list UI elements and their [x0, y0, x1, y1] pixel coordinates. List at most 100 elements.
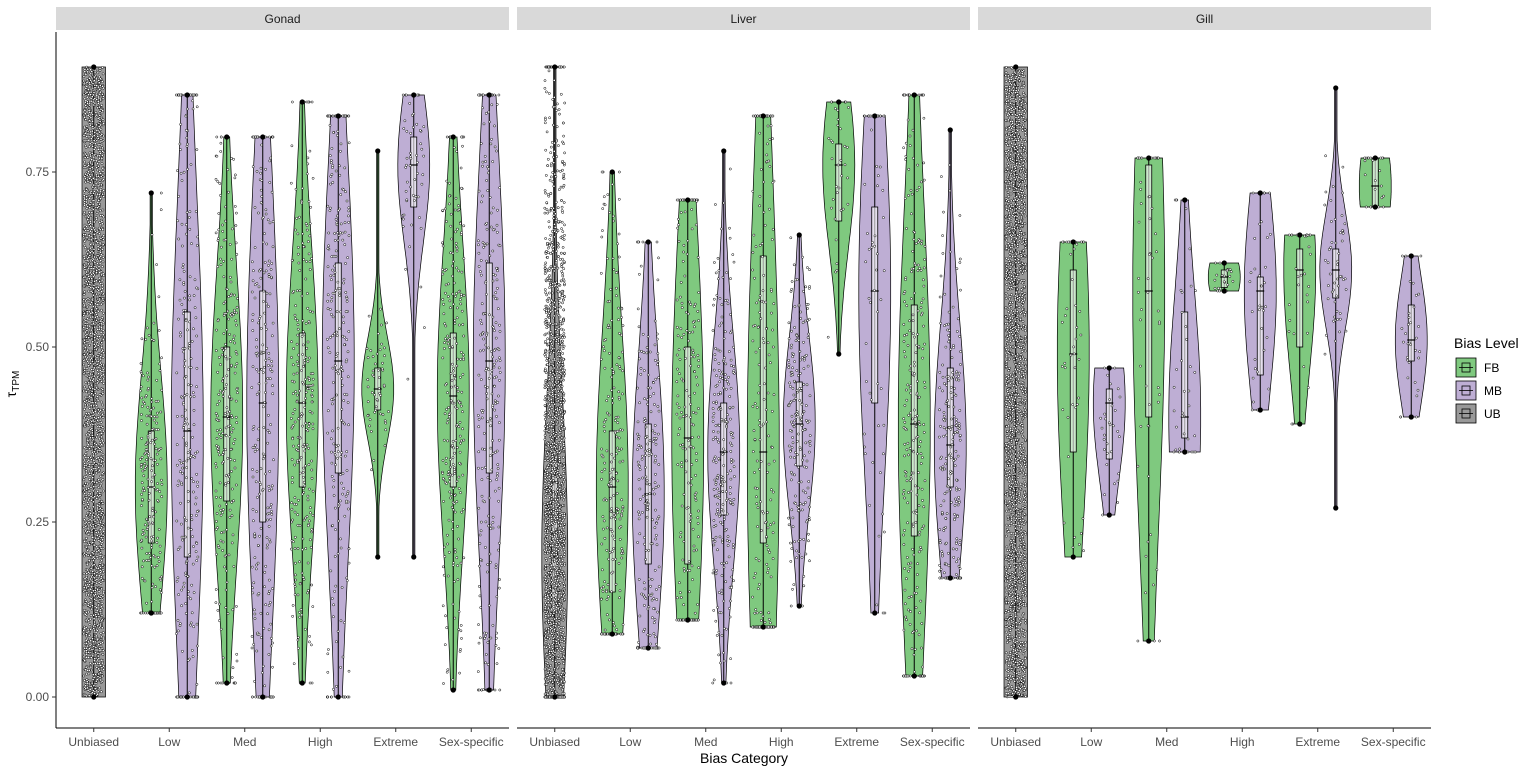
data-point	[94, 611, 98, 614]
data-point	[250, 695, 254, 699]
data-point	[292, 662, 296, 666]
data-point	[224, 386, 228, 390]
data-point	[86, 549, 90, 552]
data-point	[194, 451, 197, 455]
data-point	[462, 293, 466, 297]
data-point	[86, 387, 90, 391]
data-point	[495, 266, 498, 270]
data-point	[95, 375, 99, 379]
data-point	[182, 350, 185, 354]
data-point	[230, 363, 233, 367]
data-point	[422, 125, 426, 129]
data-point	[219, 257, 222, 261]
data-point	[272, 458, 275, 462]
data-point	[94, 182, 98, 186]
data-point	[454, 405, 457, 409]
data-point	[176, 695, 179, 699]
data-point	[185, 444, 188, 447]
data-point	[487, 346, 490, 350]
data-point	[462, 224, 466, 228]
data-point	[87, 135, 91, 139]
data-point	[304, 277, 308, 281]
data-point	[83, 613, 87, 616]
data-point	[100, 132, 104, 136]
data-point	[233, 437, 237, 441]
data-point	[92, 153, 96, 157]
data-point	[96, 546, 100, 550]
data-point	[251, 313, 255, 316]
data-point	[259, 526, 263, 530]
data-point	[224, 448, 227, 452]
data-point	[250, 635, 254, 638]
data-point	[90, 390, 94, 393]
data-point	[461, 508, 465, 511]
data-point	[337, 234, 341, 237]
data-point	[311, 372, 315, 375]
data-point	[186, 457, 190, 461]
data-point	[444, 614, 447, 618]
data-point	[337, 519, 340, 523]
data-point	[332, 687, 335, 691]
data-point	[297, 417, 300, 421]
data-point	[143, 489, 146, 492]
data-point	[225, 288, 229, 291]
data-point	[89, 189, 93, 193]
data-point	[99, 678, 103, 682]
data-point	[461, 144, 464, 148]
data-point	[345, 296, 349, 300]
data-point	[82, 497, 86, 501]
data-point	[345, 576, 349, 580]
data-point	[343, 392, 347, 396]
data-point	[420, 182, 424, 186]
data-point	[267, 275, 271, 279]
data-point	[90, 607, 94, 611]
data-point	[140, 493, 143, 496]
data-point	[488, 196, 492, 199]
data-point	[498, 541, 501, 545]
data-point	[485, 259, 488, 263]
data-point	[480, 494, 484, 498]
data-point	[216, 526, 219, 530]
data-point	[82, 361, 86, 365]
data-point	[443, 643, 447, 647]
data-point	[298, 471, 302, 475]
data-point	[91, 541, 95, 544]
data-point	[457, 537, 460, 541]
data-point	[268, 135, 271, 139]
data-point	[441, 298, 445, 301]
data-point	[91, 127, 95, 131]
data-point	[306, 524, 310, 528]
data-point	[85, 471, 88, 475]
data-point	[180, 244, 184, 248]
data-point	[100, 605, 103, 609]
data-point	[95, 84, 99, 87]
data-point	[260, 368, 263, 371]
data-point	[260, 143, 263, 147]
data-point	[184, 232, 188, 236]
data-point	[415, 161, 419, 164]
data-point	[82, 632, 86, 636]
data-point	[90, 498, 93, 502]
data-point	[335, 334, 339, 337]
data-point	[254, 480, 258, 484]
data-point	[257, 285, 261, 289]
data-point	[86, 262, 90, 266]
data-point	[339, 418, 343, 422]
data-point	[338, 327, 341, 331]
data-point	[93, 495, 97, 499]
data-point	[177, 195, 180, 198]
data-point	[297, 353, 300, 357]
data-point	[95, 292, 98, 296]
data-point	[448, 346, 451, 349]
data-point	[94, 195, 98, 199]
data-point	[476, 414, 480, 417]
data-point	[92, 247, 96, 251]
data-point	[151, 438, 154, 442]
data-point	[185, 441, 188, 445]
data-point	[299, 456, 303, 459]
data-point	[84, 553, 88, 557]
data-point	[93, 543, 97, 547]
data-point	[441, 604, 445, 608]
data-point	[309, 546, 313, 549]
data-point	[95, 609, 99, 613]
